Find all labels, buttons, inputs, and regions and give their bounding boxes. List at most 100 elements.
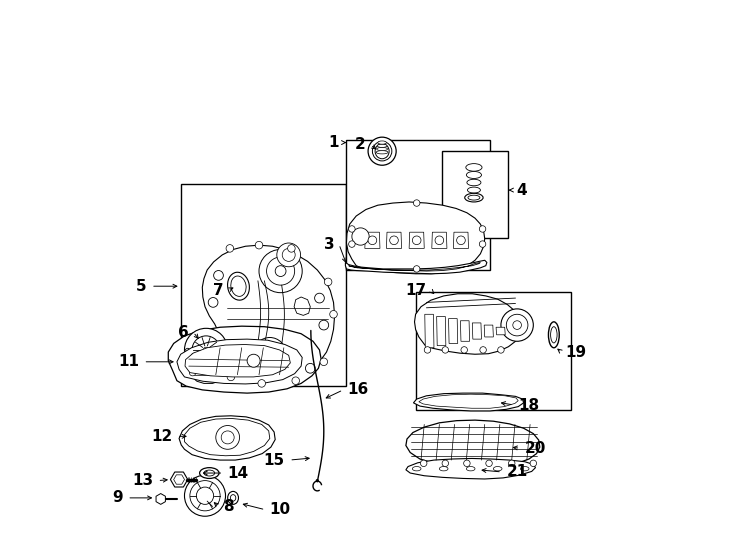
Circle shape (192, 336, 220, 364)
Circle shape (216, 426, 239, 449)
Polygon shape (432, 232, 447, 248)
Circle shape (480, 347, 487, 353)
Text: 10: 10 (270, 502, 291, 517)
Circle shape (319, 320, 329, 330)
Polygon shape (406, 458, 536, 479)
Circle shape (464, 460, 470, 467)
Polygon shape (386, 232, 401, 248)
Circle shape (203, 347, 208, 353)
Circle shape (424, 347, 431, 353)
Polygon shape (437, 316, 446, 346)
Polygon shape (179, 416, 275, 460)
Bar (415, 292, 571, 410)
Circle shape (275, 266, 286, 276)
Circle shape (390, 236, 399, 245)
Circle shape (197, 487, 214, 504)
Circle shape (506, 314, 528, 336)
Ellipse shape (466, 172, 482, 178)
Polygon shape (448, 319, 458, 343)
Circle shape (191, 353, 197, 360)
Polygon shape (346, 260, 487, 274)
Circle shape (461, 347, 468, 353)
Polygon shape (177, 339, 302, 384)
Polygon shape (168, 326, 321, 393)
Circle shape (530, 460, 537, 467)
Polygon shape (409, 232, 424, 248)
Text: 5: 5 (136, 279, 147, 294)
Ellipse shape (465, 193, 483, 202)
Circle shape (208, 298, 218, 307)
Circle shape (189, 369, 196, 376)
Ellipse shape (228, 491, 239, 504)
Polygon shape (484, 325, 493, 337)
Circle shape (368, 236, 377, 245)
Ellipse shape (184, 348, 191, 358)
Bar (181, 184, 346, 386)
Circle shape (413, 200, 420, 206)
Text: 14: 14 (228, 465, 249, 481)
Circle shape (457, 236, 465, 245)
Circle shape (320, 358, 327, 366)
Circle shape (259, 249, 302, 293)
Ellipse shape (468, 187, 480, 193)
Ellipse shape (466, 164, 482, 171)
Circle shape (501, 309, 534, 341)
Circle shape (227, 373, 235, 381)
Text: 17: 17 (405, 283, 426, 298)
Text: 3: 3 (324, 237, 335, 252)
Circle shape (184, 475, 225, 516)
Text: 15: 15 (264, 453, 285, 468)
Circle shape (258, 380, 266, 387)
Text: 11: 11 (118, 354, 139, 369)
Polygon shape (346, 202, 484, 274)
Text: 20: 20 (525, 441, 546, 456)
Circle shape (315, 293, 324, 303)
Polygon shape (425, 314, 434, 348)
Polygon shape (184, 418, 270, 456)
Text: 1: 1 (328, 135, 338, 150)
Circle shape (479, 226, 486, 232)
Ellipse shape (228, 272, 250, 300)
Circle shape (368, 137, 396, 165)
Circle shape (292, 377, 299, 384)
Polygon shape (454, 232, 468, 248)
Text: 18: 18 (518, 397, 539, 413)
Circle shape (277, 243, 301, 267)
Polygon shape (472, 323, 482, 339)
Circle shape (509, 460, 515, 467)
Ellipse shape (468, 195, 480, 200)
Circle shape (190, 481, 220, 511)
Polygon shape (496, 327, 505, 335)
Ellipse shape (200, 468, 219, 478)
Ellipse shape (466, 467, 475, 471)
Bar (346, 140, 490, 270)
Ellipse shape (440, 467, 448, 471)
Polygon shape (413, 393, 523, 411)
Ellipse shape (230, 495, 236, 501)
Polygon shape (419, 394, 518, 408)
Circle shape (230, 373, 240, 383)
Circle shape (305, 363, 315, 373)
Circle shape (421, 460, 427, 467)
Ellipse shape (230, 276, 246, 296)
Circle shape (254, 338, 286, 370)
Text: 6: 6 (178, 325, 189, 340)
Circle shape (442, 460, 448, 467)
Text: 4: 4 (516, 183, 527, 198)
Ellipse shape (377, 151, 388, 154)
Circle shape (442, 347, 448, 353)
Circle shape (226, 245, 233, 252)
Circle shape (247, 354, 260, 367)
Text: 21: 21 (506, 464, 528, 480)
Text: 13: 13 (132, 473, 153, 488)
Polygon shape (191, 353, 228, 383)
Polygon shape (406, 420, 539, 467)
Text: 9: 9 (112, 490, 123, 505)
Circle shape (214, 271, 223, 280)
Ellipse shape (493, 467, 502, 471)
Text: 12: 12 (151, 429, 172, 444)
Text: 16: 16 (348, 382, 368, 397)
Ellipse shape (550, 327, 557, 343)
Circle shape (214, 351, 220, 357)
Circle shape (372, 141, 392, 161)
